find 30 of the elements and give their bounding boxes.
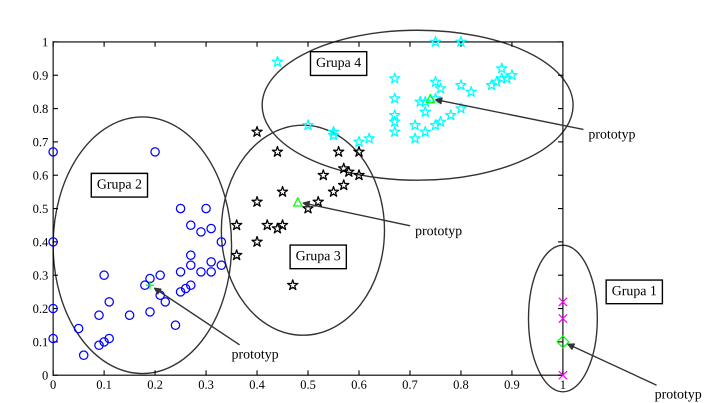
x-tick-label: 0.6	[352, 380, 366, 389]
annotation: prototyp	[232, 350, 278, 362]
annotation: Grupa 3	[296, 251, 340, 264]
y-tick-label: 0.3	[33, 271, 48, 280]
x-tick-label: 0	[50, 380, 56, 389]
y-tick-label: 0	[42, 371, 48, 380]
x-tick-label: 0.3	[198, 380, 214, 389]
annotation: Grupa 2	[97, 179, 142, 192]
y-tick-label: 0.5	[33, 204, 48, 214]
x-tick-label: 0.9	[504, 380, 520, 389]
annotation: Grupa 4	[316, 58, 361, 70]
annotation: prototyp	[588, 130, 635, 142]
x-tick-label: 0.8	[454, 380, 468, 389]
x-tick-label: 0.7	[402, 380, 418, 389]
x-tick-label: 0.1	[96, 380, 112, 389]
y-tick-label: 0.2	[33, 304, 48, 314]
x-tick-label: 0.5	[300, 380, 316, 389]
y-tick-label: 1	[43, 38, 48, 46]
x-tick-label: 1	[560, 380, 566, 389]
x-tick-label: 0.2	[148, 380, 162, 389]
y-tick-label: 0.9	[33, 71, 48, 80]
annotation: prototyp	[654, 390, 702, 402]
y-tick-label: 0.1	[33, 338, 48, 346]
text: Grupa 1	[612, 286, 656, 298]
y-tick-label: 0.8	[33, 104, 48, 114]
x-tick-label: 0.4	[250, 380, 265, 389]
y-tick-label: 0.7	[33, 138, 48, 146]
annotation: prototyp	[415, 227, 462, 238]
y-tick-label: 0.4	[33, 238, 48, 246]
y-tick-label: 0.6	[33, 171, 48, 180]
